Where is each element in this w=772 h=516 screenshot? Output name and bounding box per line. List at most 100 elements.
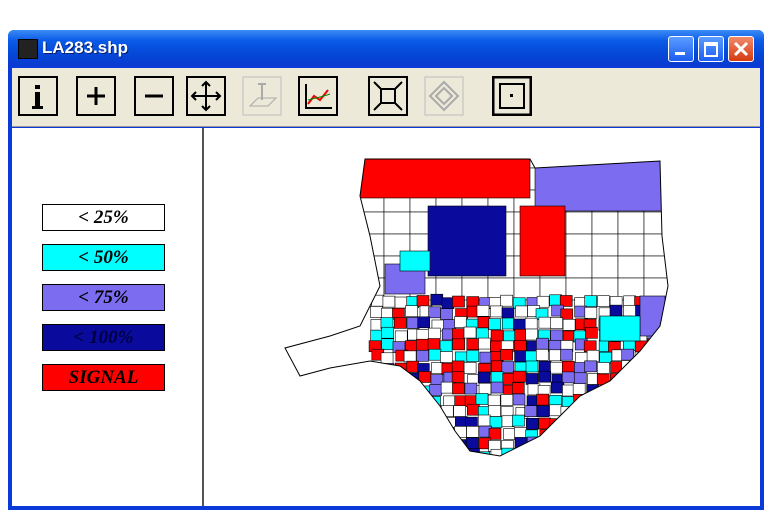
map-region [621,447,635,456]
map-region [442,439,456,452]
map-region [519,205,566,277]
map-region [488,318,501,330]
select-tool[interactable] [242,76,282,116]
map-region [634,463,646,474]
map-region [584,306,598,319]
point-tool[interactable] [492,76,532,116]
map-region [466,426,479,438]
map-region [525,373,539,385]
info-tool[interactable] [18,76,58,116]
map-region [429,384,442,396]
map-region [591,211,619,235]
map-region [490,360,504,373]
map-region [512,370,526,383]
map-region [478,382,492,395]
map-region [427,429,441,441]
map-region [331,159,359,169]
map-region [503,428,516,440]
map-region [476,327,489,340]
map-region [406,394,420,407]
map-region [371,394,384,406]
map-region [430,461,442,472]
map [284,158,696,474]
minimize-button[interactable] [668,36,694,62]
map-region [453,405,466,417]
map-region [596,440,610,453]
map-region [631,361,645,374]
map-region [393,415,407,428]
map-region [633,383,646,396]
map-region [383,406,397,418]
map-region [565,255,593,279]
chart-tool[interactable] [298,76,338,116]
map-region [416,349,429,362]
map-region [634,395,648,408]
map-region [305,255,333,279]
map-region [620,394,634,407]
map-region [562,384,575,397]
legend-item: < 25% [42,204,165,231]
map-region [562,318,576,331]
map-region [608,451,621,456]
map-region [621,348,635,361]
map-region [670,256,696,278]
map-region [418,371,432,383]
map-region [368,371,382,384]
map-region [407,385,420,398]
map-region [370,461,382,472]
map-region [617,255,645,279]
map-region [536,393,550,406]
map-region [586,415,600,428]
map-region [610,382,624,394]
map-region [392,425,406,438]
map-region [619,428,633,440]
map-region [442,451,456,456]
map-region [418,417,432,430]
map-region [591,233,619,257]
map-region [561,360,575,373]
map-region [380,352,394,365]
full-extent-tool[interactable] [368,76,408,116]
map-region [599,351,612,364]
map-region [475,393,489,405]
close-button[interactable] [728,36,754,62]
map-region [525,360,539,373]
map-region [285,167,307,191]
map-region [647,338,660,351]
map-region [645,416,659,429]
map-region [418,404,432,416]
maximize-button[interactable] [698,36,724,62]
map-region [427,338,441,350]
map-region [513,318,526,331]
map-region [454,450,468,456]
map-region [394,362,408,375]
zoom-in-tool[interactable] [76,76,116,116]
map-region [610,428,624,440]
map-region [584,450,598,456]
map-region [584,360,597,373]
map-region [416,295,430,307]
divider [202,128,204,506]
map-region [305,277,333,301]
content: < 25% < 50% < 75% < 100% SIGNAL [12,128,760,506]
zoom-out-tool[interactable] [134,76,174,116]
map-region [536,405,550,418]
map-region [550,317,563,330]
map-region [453,439,467,451]
map-region [643,211,668,235]
map-region [623,461,635,472]
map-region [524,461,536,472]
map-region [440,381,454,394]
map-region [597,362,610,374]
map-region [631,404,645,416]
map-region [428,348,442,361]
window-title: LA283.shp [42,38,128,57]
map-region [478,337,491,350]
map-region [586,396,600,409]
pan-tool[interactable] [186,76,226,116]
map-region [633,450,647,456]
map-region [623,305,636,317]
center-tool[interactable] [424,76,464,116]
map-region [357,211,385,235]
map-region [452,338,465,351]
